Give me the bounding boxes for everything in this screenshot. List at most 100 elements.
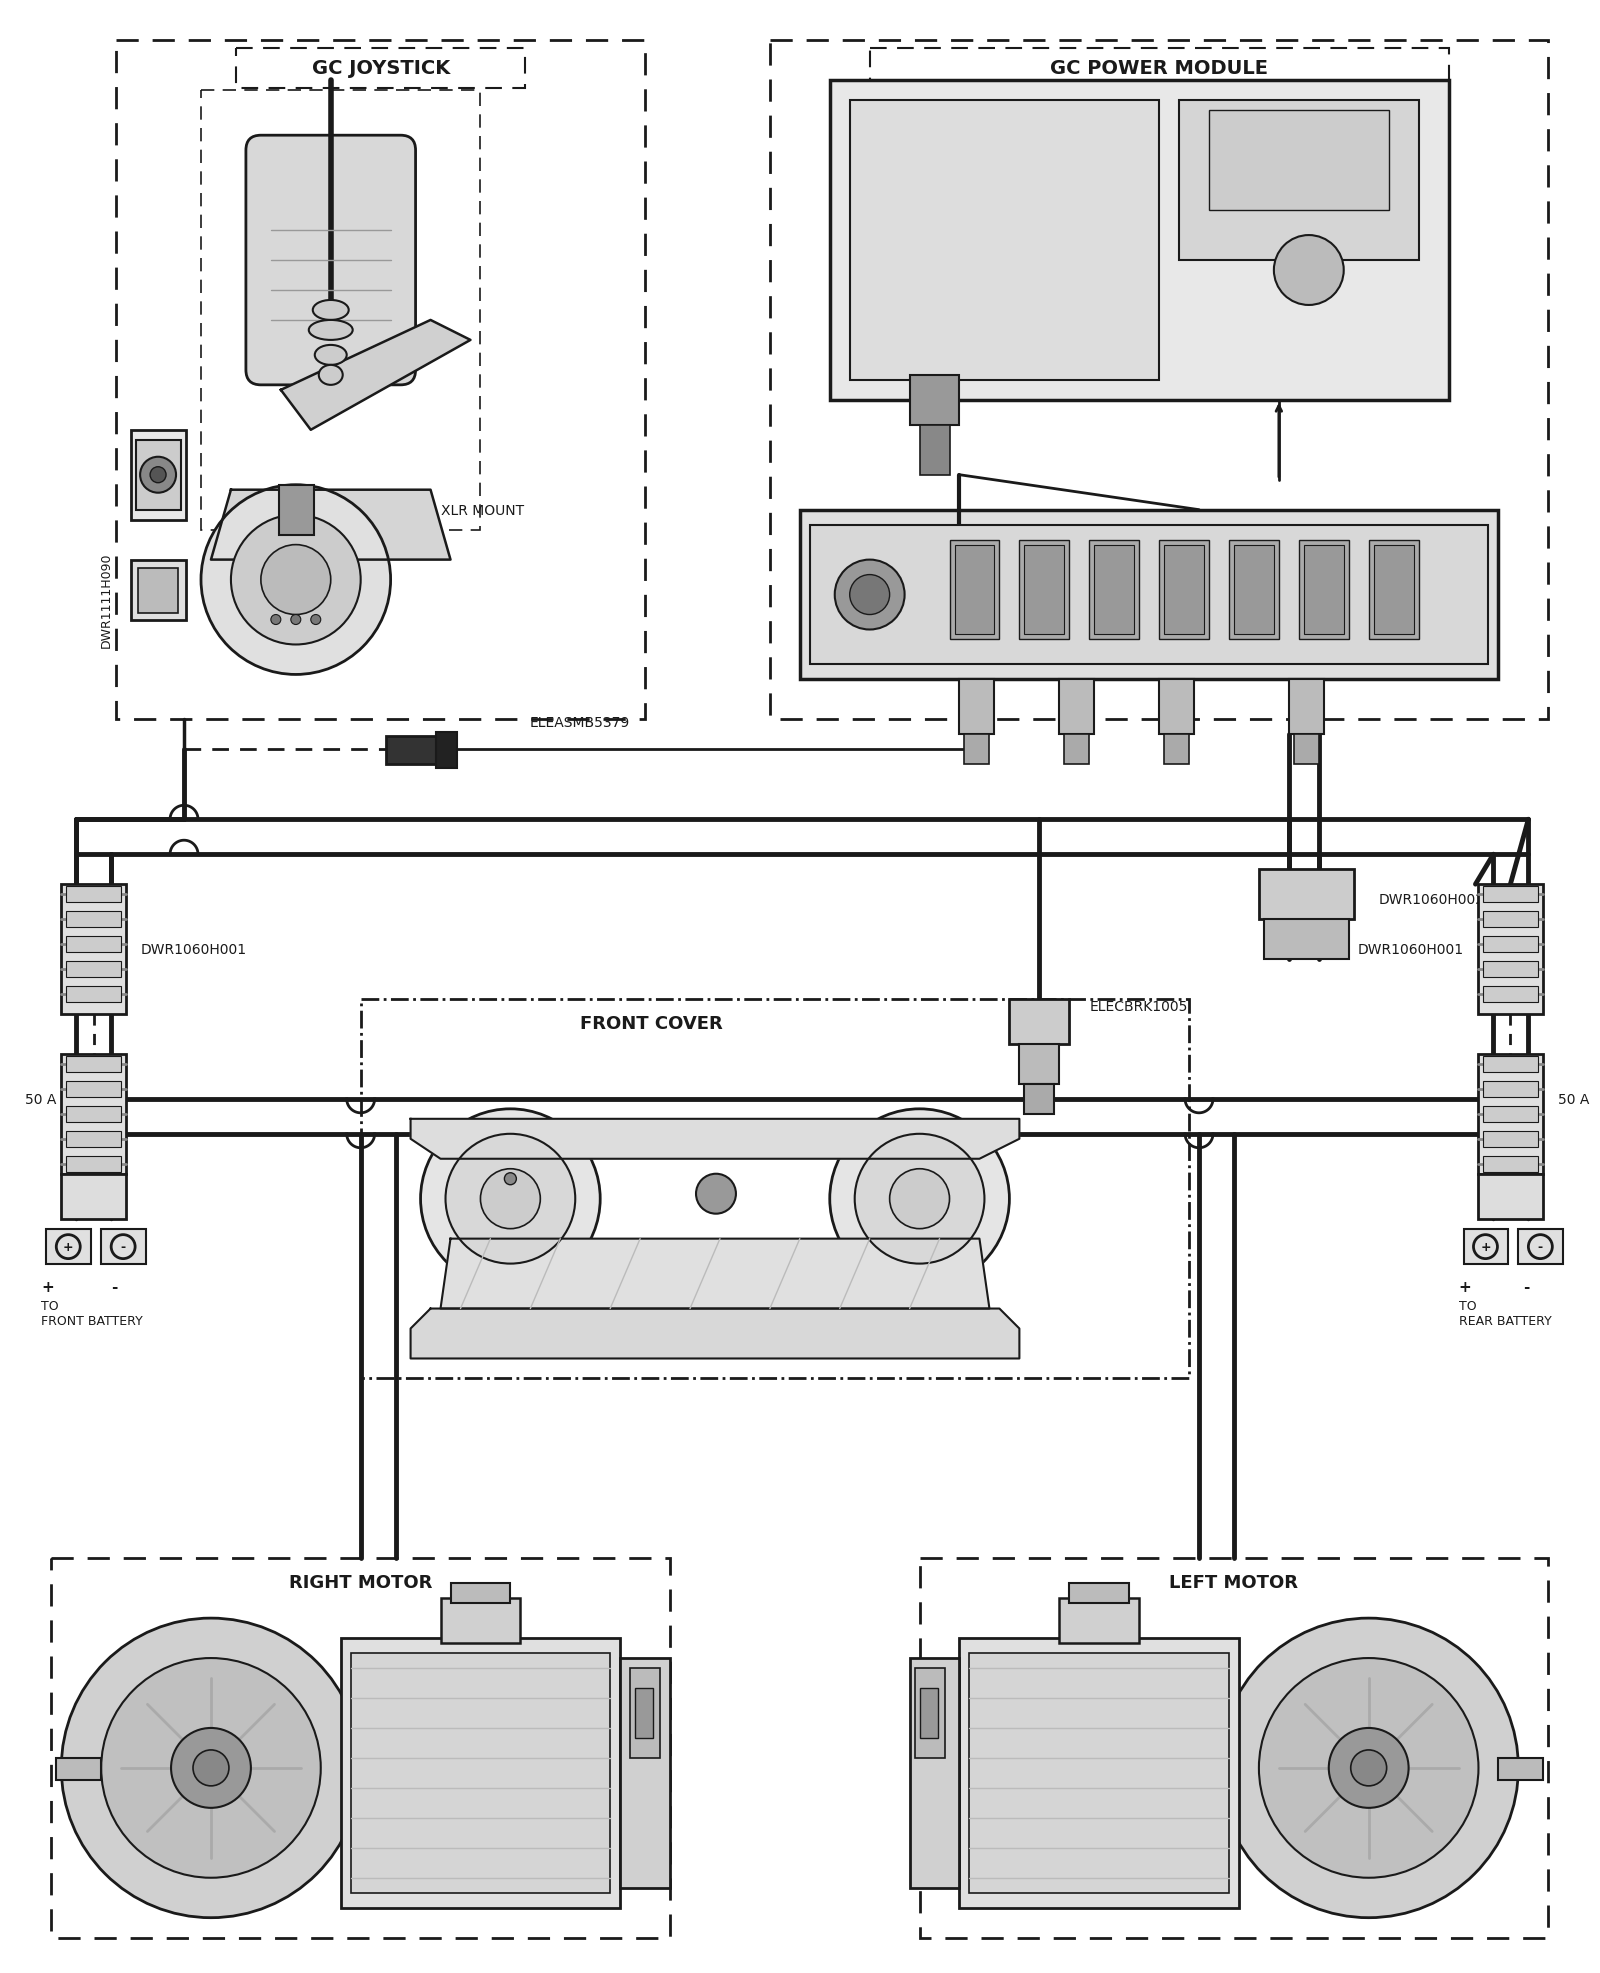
- Polygon shape: [1483, 1107, 1538, 1123]
- Polygon shape: [341, 1638, 621, 1908]
- Circle shape: [1274, 237, 1344, 306]
- Circle shape: [445, 1134, 576, 1265]
- Polygon shape: [970, 1653, 1229, 1892]
- Circle shape: [194, 1750, 229, 1786]
- Polygon shape: [66, 986, 122, 1002]
- Circle shape: [261, 545, 331, 616]
- Polygon shape: [66, 912, 122, 927]
- Polygon shape: [1483, 937, 1538, 953]
- Polygon shape: [66, 1107, 122, 1123]
- Polygon shape: [440, 1239, 989, 1308]
- Polygon shape: [1478, 1054, 1544, 1174]
- Polygon shape: [1299, 541, 1349, 639]
- Polygon shape: [960, 681, 995, 736]
- Polygon shape: [909, 1657, 960, 1888]
- Text: LEFT MOTOR: LEFT MOTOR: [1170, 1572, 1299, 1592]
- Polygon shape: [621, 1657, 670, 1888]
- Polygon shape: [131, 430, 186, 521]
- Polygon shape: [810, 525, 1488, 665]
- Circle shape: [202, 485, 390, 675]
- Polygon shape: [1165, 736, 1189, 766]
- Polygon shape: [1478, 1174, 1544, 1219]
- Circle shape: [150, 468, 166, 483]
- Polygon shape: [635, 1689, 653, 1738]
- Ellipse shape: [312, 300, 349, 322]
- Polygon shape: [1024, 545, 1064, 635]
- Text: TO
FRONT BATTERY: TO FRONT BATTERY: [42, 1298, 142, 1328]
- Polygon shape: [1158, 681, 1194, 736]
- Polygon shape: [1464, 1229, 1509, 1265]
- Polygon shape: [1158, 541, 1210, 639]
- Text: 50 A: 50 A: [1558, 1093, 1590, 1107]
- Polygon shape: [630, 1669, 661, 1758]
- Polygon shape: [136, 440, 181, 511]
- Polygon shape: [46, 1229, 91, 1265]
- Text: DWR1060H001: DWR1060H001: [141, 943, 248, 957]
- Circle shape: [835, 560, 904, 629]
- Polygon shape: [1010, 1000, 1069, 1044]
- Polygon shape: [101, 1229, 146, 1265]
- Ellipse shape: [309, 322, 352, 341]
- Polygon shape: [1059, 1598, 1139, 1644]
- Text: -: -: [1523, 1279, 1530, 1294]
- Polygon shape: [1179, 101, 1419, 260]
- Polygon shape: [411, 1119, 1019, 1160]
- Polygon shape: [960, 1638, 1238, 1908]
- Circle shape: [101, 1657, 320, 1878]
- Text: XLR MOUNT: XLR MOUNT: [440, 503, 523, 517]
- Text: +: +: [62, 1241, 74, 1253]
- Polygon shape: [350, 1653, 610, 1892]
- Polygon shape: [66, 1131, 122, 1146]
- Text: -: -: [120, 1241, 126, 1253]
- Circle shape: [421, 1109, 600, 1288]
- Polygon shape: [1210, 110, 1389, 211]
- Text: +: +: [1459, 1279, 1472, 1294]
- Polygon shape: [411, 1308, 1019, 1359]
- Polygon shape: [920, 426, 949, 475]
- Text: RIGHT MOTOR: RIGHT MOTOR: [290, 1572, 432, 1592]
- Circle shape: [1328, 1728, 1408, 1807]
- Polygon shape: [1499, 1758, 1544, 1780]
- Text: -: -: [1538, 1241, 1542, 1253]
- Circle shape: [1259, 1657, 1478, 1878]
- Polygon shape: [850, 101, 1158, 381]
- Circle shape: [270, 616, 282, 625]
- Text: DWR1060H002: DWR1060H002: [1379, 892, 1485, 908]
- Polygon shape: [66, 1056, 122, 1073]
- Polygon shape: [1374, 545, 1414, 635]
- Polygon shape: [66, 1081, 122, 1097]
- Circle shape: [854, 1134, 984, 1265]
- Polygon shape: [1064, 736, 1090, 766]
- Text: DWR1060H001: DWR1060H001: [1357, 943, 1464, 957]
- Text: ELECBRK1005: ELECBRK1005: [1090, 1000, 1187, 1014]
- Polygon shape: [1478, 884, 1544, 1014]
- Polygon shape: [211, 491, 451, 560]
- Text: +: +: [42, 1279, 54, 1294]
- Polygon shape: [1483, 1056, 1538, 1073]
- Circle shape: [850, 576, 890, 616]
- Circle shape: [171, 1728, 251, 1807]
- Polygon shape: [451, 1584, 510, 1604]
- Text: -: -: [110, 1279, 117, 1294]
- Polygon shape: [131, 560, 186, 620]
- Polygon shape: [1069, 1584, 1130, 1604]
- Circle shape: [291, 616, 301, 625]
- Polygon shape: [1019, 541, 1069, 639]
- Polygon shape: [1294, 736, 1318, 766]
- Text: GC POWER MODULE: GC POWER MODULE: [1050, 59, 1269, 79]
- Polygon shape: [61, 884, 126, 1014]
- Polygon shape: [909, 375, 960, 426]
- Polygon shape: [830, 81, 1448, 401]
- Polygon shape: [1483, 1156, 1538, 1172]
- Ellipse shape: [315, 345, 347, 365]
- Polygon shape: [915, 1669, 944, 1758]
- Polygon shape: [1165, 545, 1205, 635]
- Polygon shape: [1518, 1229, 1563, 1265]
- Text: +: +: [1480, 1241, 1491, 1253]
- Polygon shape: [1094, 545, 1134, 635]
- Circle shape: [1350, 1750, 1387, 1786]
- Polygon shape: [800, 511, 1499, 681]
- Circle shape: [141, 458, 176, 493]
- Circle shape: [830, 1109, 1010, 1288]
- Polygon shape: [1024, 1085, 1054, 1115]
